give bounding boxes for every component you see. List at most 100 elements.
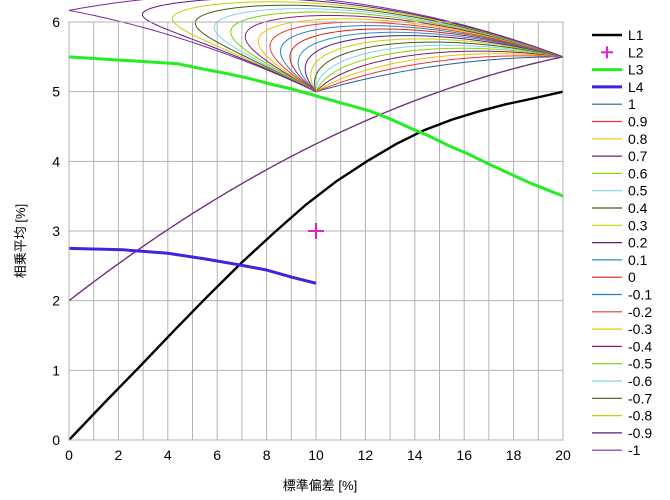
- y-tick-label: 1: [52, 362, 60, 378]
- curve-upper: [315, 56, 564, 93]
- x-tick-label: 20: [555, 447, 571, 463]
- legend-label: -0.8: [628, 408, 652, 424]
- legend-label: -0.1: [628, 287, 652, 303]
- legend-item--0.4: -0.4: [592, 338, 652, 354]
- legend-label: 0.7: [628, 148, 648, 164]
- legend-label: -1: [628, 442, 641, 458]
- legend-label: 0.4: [628, 200, 648, 216]
- legend-item-0.1: 0.1: [592, 252, 648, 268]
- curve-upper: [315, 47, 564, 92]
- legend-item-L1: L1: [592, 27, 644, 43]
- legend-label: 0.8: [628, 131, 648, 147]
- x-tick-label: 8: [263, 447, 271, 463]
- legend-label: -0.7: [628, 390, 652, 406]
- legend-label: 0.5: [628, 183, 648, 199]
- legend-item--0.5: -0.5: [592, 356, 652, 372]
- legend-item--0.3: -0.3: [592, 321, 652, 337]
- legend-label: L2: [628, 44, 644, 60]
- curve-lower: [68, 56, 564, 302]
- x-tick-label: 6: [213, 447, 221, 463]
- legend-item-0.6: 0.6: [592, 165, 648, 181]
- curve-upper: [230, 11, 564, 93]
- y-tick-label: 6: [52, 14, 60, 30]
- legend-label: 0.9: [628, 114, 648, 130]
- curve-upper: [315, 44, 564, 92]
- legend-item-0.4: 0.4: [592, 200, 648, 216]
- legend-label: -0.5: [628, 356, 652, 372]
- legend-item-0.5: 0.5: [592, 183, 648, 199]
- legend-item--0.1: -0.1: [592, 287, 652, 303]
- series-L2-marker: [308, 223, 324, 239]
- y-tick-label: 5: [52, 84, 60, 100]
- x-axis-title: 標準偏差 [%]: [283, 478, 357, 493]
- legend-label: -0.4: [628, 338, 652, 354]
- legend-label: -0.2: [628, 304, 652, 320]
- x-tick-label: 0: [65, 447, 73, 463]
- y-tick-label: 4: [52, 153, 60, 169]
- curve-upper: [244, 14, 564, 93]
- curve-upper: [141, 0, 564, 93]
- curve-upper: [194, 4, 564, 93]
- legend-item--0.2: -0.2: [592, 304, 652, 320]
- plot-frame: [68, 21, 564, 441]
- curve-upper: [315, 55, 564, 93]
- curve-upper: [280, 25, 564, 93]
- legend-label: 0.1: [628, 252, 648, 268]
- legend-label: 0.2: [628, 235, 648, 251]
- legend-item--1: -1: [592, 442, 641, 458]
- legend-item--0.6: -0.6: [592, 373, 652, 389]
- legend-label: -0.6: [628, 373, 652, 389]
- legend-label: L3: [628, 62, 644, 78]
- legend-label: 0.6: [628, 165, 648, 181]
- legend-item--0.8: -0.8: [592, 408, 652, 424]
- x-tick-label: 16: [456, 447, 472, 463]
- legend-item-0.2: 0.2: [592, 235, 648, 251]
- legend-item--0.7: -0.7: [592, 390, 652, 406]
- curve-upper: [289, 28, 564, 93]
- curve-rho--1: [68, 0, 564, 302]
- x-tick-label: 14: [407, 447, 423, 463]
- legend-label: L1: [628, 27, 644, 43]
- named-series: [68, 55, 564, 441]
- y-tick-label: 3: [52, 223, 60, 239]
- legend-item-0.8: 0.8: [592, 131, 648, 147]
- curve-upper: [213, 8, 564, 93]
- parameter-curves: [68, 0, 564, 302]
- x-tick-label: 12: [358, 447, 374, 463]
- series-L4-line: [68, 246, 317, 285]
- curve-upper: [297, 31, 564, 93]
- x-tick-label: 4: [164, 447, 172, 463]
- legend-label: -0.3: [628, 321, 652, 337]
- curve-upper: [314, 41, 564, 92]
- legend-item-L3: L3: [592, 62, 644, 78]
- legend-label: 1: [628, 96, 636, 112]
- curve-upper: [315, 53, 564, 93]
- curve-upper: [310, 38, 564, 92]
- y-axis-title: 相乗平均 [%]: [13, 204, 28, 278]
- series-L3-line: [68, 55, 564, 198]
- legend-item-0: 0: [592, 269, 636, 285]
- legend-label: L4: [628, 79, 644, 95]
- legend-item-0.7: 0.7: [592, 148, 648, 164]
- curve-upper: [304, 35, 564, 92]
- series-L1-line: [68, 90, 564, 441]
- legend-item--0.9: -0.9: [592, 425, 652, 441]
- legend-label: 0.3: [628, 217, 648, 233]
- curve-upper: [269, 21, 564, 93]
- legend-item-L2: L2: [601, 44, 644, 60]
- x-tick-label: 10: [308, 447, 324, 463]
- legend-item-0.3: 0.3: [592, 217, 648, 233]
- legend-item-1: 1: [592, 96, 636, 112]
- legend-label: 0: [628, 269, 636, 285]
- curve-upper: [172, 1, 564, 93]
- legend-item-0.9: 0.9: [592, 114, 648, 130]
- legend-label: -0.9: [628, 425, 652, 441]
- curve-upper: [257, 18, 564, 93]
- y-tick-label: 0: [52, 432, 60, 448]
- x-tick-label: 18: [506, 447, 522, 463]
- curve-upper: [68, 0, 564, 93]
- y-tick-label: 2: [52, 293, 60, 309]
